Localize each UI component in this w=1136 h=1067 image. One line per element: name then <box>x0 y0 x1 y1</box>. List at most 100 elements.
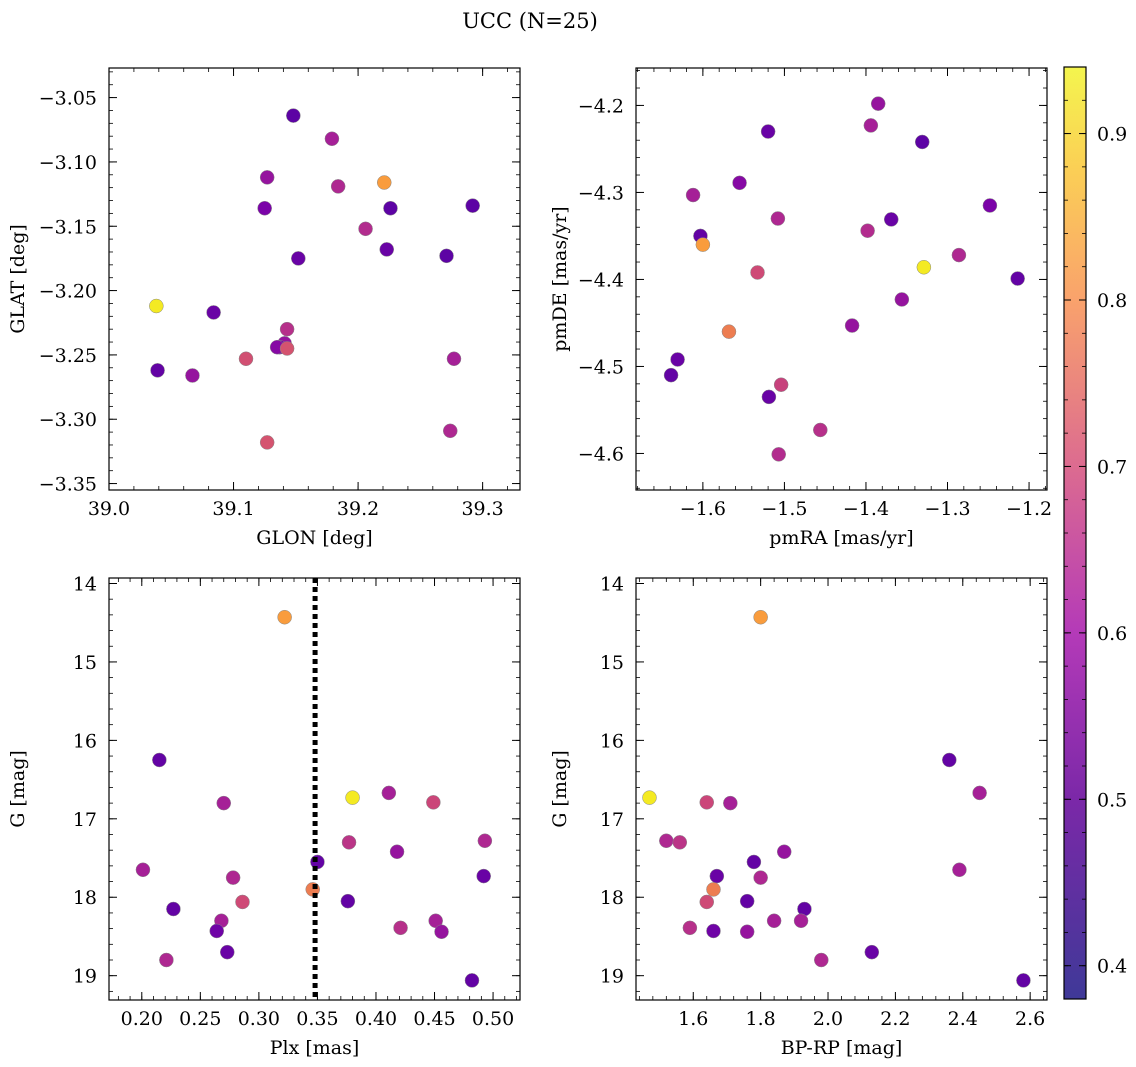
y-tick-label: −3.20 <box>39 281 97 303</box>
y-tick-label: −4.2 <box>578 95 624 117</box>
figure-title: UCC (N=25) <box>462 9 598 33</box>
data-point <box>345 790 360 805</box>
data-point <box>813 422 828 438</box>
data-point <box>659 833 674 849</box>
y-tick-label: −4.4 <box>578 269 624 291</box>
data-point <box>150 363 165 378</box>
y-tick-label: 17 <box>600 809 624 831</box>
data-point <box>477 833 493 849</box>
data-point <box>238 351 254 367</box>
y-tick-label: 18 <box>600 887 624 909</box>
y-tick-label: 14 <box>73 573 97 595</box>
x-tick-label: 0.25 <box>179 1008 221 1030</box>
colorbar: 0.4 0.5 0.6 0.7 0.8 0.9 <box>1063 66 1127 1000</box>
data-point <box>340 893 356 909</box>
y-tick-label: −3.30 <box>39 409 97 431</box>
panel-glon-glat: 39.0 39.1 39.2 39.3 −3.05 −3.10 −3.15 −3.20 −3.2… <box>7 67 521 549</box>
data-point <box>814 952 829 968</box>
data-point <box>465 198 480 213</box>
data-point <box>682 920 698 936</box>
y-tick-label: 17 <box>73 809 97 831</box>
data-point <box>279 341 295 356</box>
data-point <box>152 752 167 768</box>
data-point <box>279 321 295 337</box>
colorbar-tick-label: 0.6 <box>1097 623 1127 645</box>
data-point <box>864 944 880 960</box>
y-tick-label: 15 <box>73 652 97 674</box>
data-point <box>446 351 462 367</box>
x-tick-label: 0.35 <box>296 1008 338 1030</box>
data-point <box>426 795 441 810</box>
data-point <box>793 913 809 929</box>
data-point <box>159 952 174 968</box>
data-point <box>135 862 151 878</box>
x-tick-label: 0.50 <box>472 1008 514 1030</box>
data-point <box>439 248 454 264</box>
data-point <box>381 785 397 801</box>
x-tick-label: −1.3 <box>924 498 970 520</box>
y-axis-label: G [mag] <box>549 750 571 828</box>
data-point <box>393 920 408 936</box>
data-point <box>894 292 910 307</box>
data-point <box>341 835 357 850</box>
data-point <box>389 844 405 859</box>
x-tick-label: 2.2 <box>880 1008 910 1030</box>
y-tick-label: −4.6 <box>578 443 624 465</box>
data-point <box>695 237 711 252</box>
panel-bprp-g: 1.6 1.8 2.0 2.2 2.4 2.6 14 15 16 17 18 19 BP-RP [mag… <box>549 573 1048 1059</box>
y-tick-label: −4.5 <box>578 356 624 378</box>
y-tick-label: −3.25 <box>39 345 97 367</box>
x-tick-label: 39.0 <box>88 498 130 520</box>
data-point <box>883 212 899 227</box>
y-tick-label: 18 <box>73 887 97 909</box>
data-point <box>723 795 738 811</box>
colorbar-tick-label: 0.5 <box>1097 789 1127 811</box>
data-point <box>982 198 998 213</box>
data-point <box>225 870 241 885</box>
data-point <box>642 790 657 805</box>
data-point <box>1016 973 1031 988</box>
data-point <box>739 893 755 909</box>
data-point <box>434 924 449 940</box>
y-axis-label: GLAT [deg] <box>7 224 29 334</box>
data-point <box>844 318 860 333</box>
data-point <box>149 298 164 314</box>
data-point <box>952 862 967 878</box>
data-point <box>259 435 275 450</box>
data-point <box>257 200 272 216</box>
data-point <box>464 973 480 988</box>
y-tick-label: −4.3 <box>578 182 624 204</box>
y-tick-label: 14 <box>600 573 624 595</box>
data-point <box>672 835 688 850</box>
x-tick-label: 1.6 <box>678 1008 708 1030</box>
data-point <box>706 923 721 939</box>
data-point <box>753 870 768 885</box>
data-point <box>663 367 679 383</box>
data-point <box>476 868 491 884</box>
data-point <box>277 609 292 625</box>
data-point <box>358 221 373 237</box>
data-point <box>771 447 786 462</box>
x-tick-label: 2.4 <box>948 1008 978 1030</box>
data-point <box>324 131 340 147</box>
data-point <box>732 175 747 191</box>
data-point <box>699 795 714 810</box>
data-point <box>291 251 306 266</box>
axes-frame <box>108 67 521 491</box>
y-tick-label: 15 <box>600 652 624 674</box>
y-tick-label: −3.35 <box>39 474 97 496</box>
data-point <box>699 894 714 910</box>
data-point <box>766 913 782 929</box>
data-point <box>670 352 685 367</box>
axes-frame <box>635 67 1048 491</box>
data-point <box>951 247 967 263</box>
colorbar-tick-label: 0.9 <box>1097 124 1127 146</box>
data-point <box>914 134 930 150</box>
x-axis-label: BP-RP [mag] <box>781 1037 903 1059</box>
x-tick-label: 0.20 <box>121 1008 163 1030</box>
data-point <box>259 170 275 185</box>
y-tick-label: 16 <box>73 730 97 752</box>
x-axis-label: pmRA [mas/yr] <box>769 527 913 549</box>
data-point <box>377 175 392 190</box>
x-tick-label: 39.3 <box>461 498 503 520</box>
